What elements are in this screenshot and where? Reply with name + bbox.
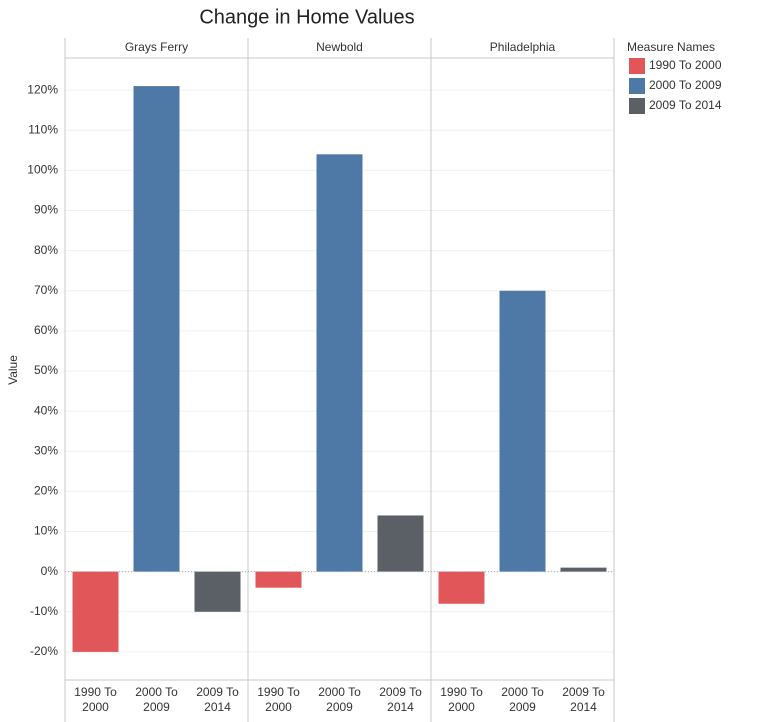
bar <box>499 290 546 572</box>
bar <box>316 154 363 572</box>
y-tick-label: 90% <box>34 203 58 217</box>
x-tick-label: 2000 To 2009 <box>135 685 178 714</box>
legend-swatch <box>629 98 645 114</box>
x-tick-label: 1990 To 2000 <box>257 685 300 714</box>
y-tick-label: 80% <box>34 243 58 257</box>
bar <box>438 571 485 604</box>
y-tick-label: 20% <box>34 484 58 498</box>
y-tick-label: 50% <box>34 363 58 377</box>
bar <box>72 571 119 652</box>
legend-title: Measure Names <box>627 40 715 54</box>
bar <box>560 567 607 572</box>
legend-label: 2000 To 2009 <box>649 78 722 92</box>
y-axis-title: Value <box>6 355 20 385</box>
panel-header: Newbold <box>316 40 363 54</box>
y-tick-label: 0% <box>41 564 59 578</box>
chart-title: Change in Home Values <box>199 6 414 28</box>
legend-label: 2009 To 2014 <box>649 98 722 112</box>
legend-label: 1990 To 2000 <box>649 58 722 72</box>
x-tick-label: 2009 To 2014 <box>562 685 605 714</box>
legend-swatch <box>629 78 645 94</box>
y-tick-label: 110% <box>28 122 58 136</box>
y-tick-label: 100% <box>27 163 58 177</box>
y-tick-label: 10% <box>34 524 58 538</box>
x-tick-label: 2000 To 2009 <box>501 685 544 714</box>
bar <box>377 515 424 572</box>
legend-swatch <box>629 58 645 74</box>
y-tick-label: -10% <box>30 604 58 618</box>
bar <box>255 571 302 588</box>
y-tick-label: 30% <box>34 443 58 457</box>
panel-header: Grays Ferry <box>125 40 188 54</box>
x-tick-label: 2009 To 2014 <box>196 685 239 714</box>
bar <box>194 571 241 612</box>
y-tick-label: 120% <box>27 82 58 96</box>
y-tick-label: 40% <box>34 403 58 417</box>
y-tick-label: 70% <box>34 283 58 297</box>
x-tick-label: 1990 To 2000 <box>74 685 117 714</box>
bar <box>133 86 180 572</box>
x-tick-label: 2000 To 2009 <box>318 685 361 714</box>
y-tick-label: 60% <box>34 323 58 337</box>
panel-header: Philadelphia <box>490 40 556 54</box>
x-tick-label: 2009 To 2014 <box>379 685 422 714</box>
x-tick-label: 1990 To 2000 <box>440 685 483 714</box>
y-tick-label: -20% <box>30 644 58 658</box>
